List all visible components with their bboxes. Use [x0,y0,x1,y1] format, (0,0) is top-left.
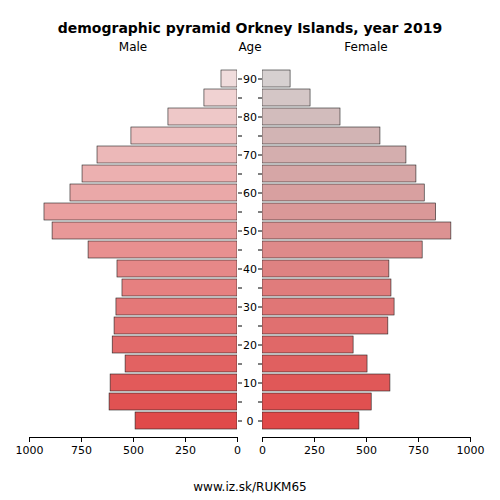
svg-text:90: 90 [243,73,257,86]
svg-text:1000: 1000 [457,444,485,457]
svg-text:40: 40 [243,263,257,276]
svg-text:80: 80 [243,111,257,124]
svg-text:750: 750 [408,444,429,457]
svg-text:1000: 1000 [16,444,44,457]
svg-text:30: 30 [243,301,257,314]
svg-text:0: 0 [247,415,254,428]
html-text:Male: Male [118,40,148,54]
svg-text:250: 250 [175,444,196,457]
html-text:Female: Female [344,40,388,54]
svg-text:500: 500 [356,444,377,457]
svg-text:750: 750 [71,444,92,457]
html-text:demographic pyramid Orkney Isl: demographic pyramid Orkney Islands, year… [57,20,443,36]
html-text:Age: Age [238,40,262,54]
svg-text:500: 500 [123,444,144,457]
svg-text:250: 250 [304,444,325,457]
svg-text:0: 0 [259,444,266,457]
svg-text:0: 0 [234,444,241,457]
svg-text:60: 60 [243,187,257,200]
svg-text:20: 20 [243,339,257,352]
svg-text:70: 70 [243,149,257,162]
html-text:www.iz.sk/RUKM65: www.iz.sk/RUKM65 [193,480,307,494]
svg-text:50: 50 [243,225,257,238]
svg-text:10: 10 [243,377,257,390]
